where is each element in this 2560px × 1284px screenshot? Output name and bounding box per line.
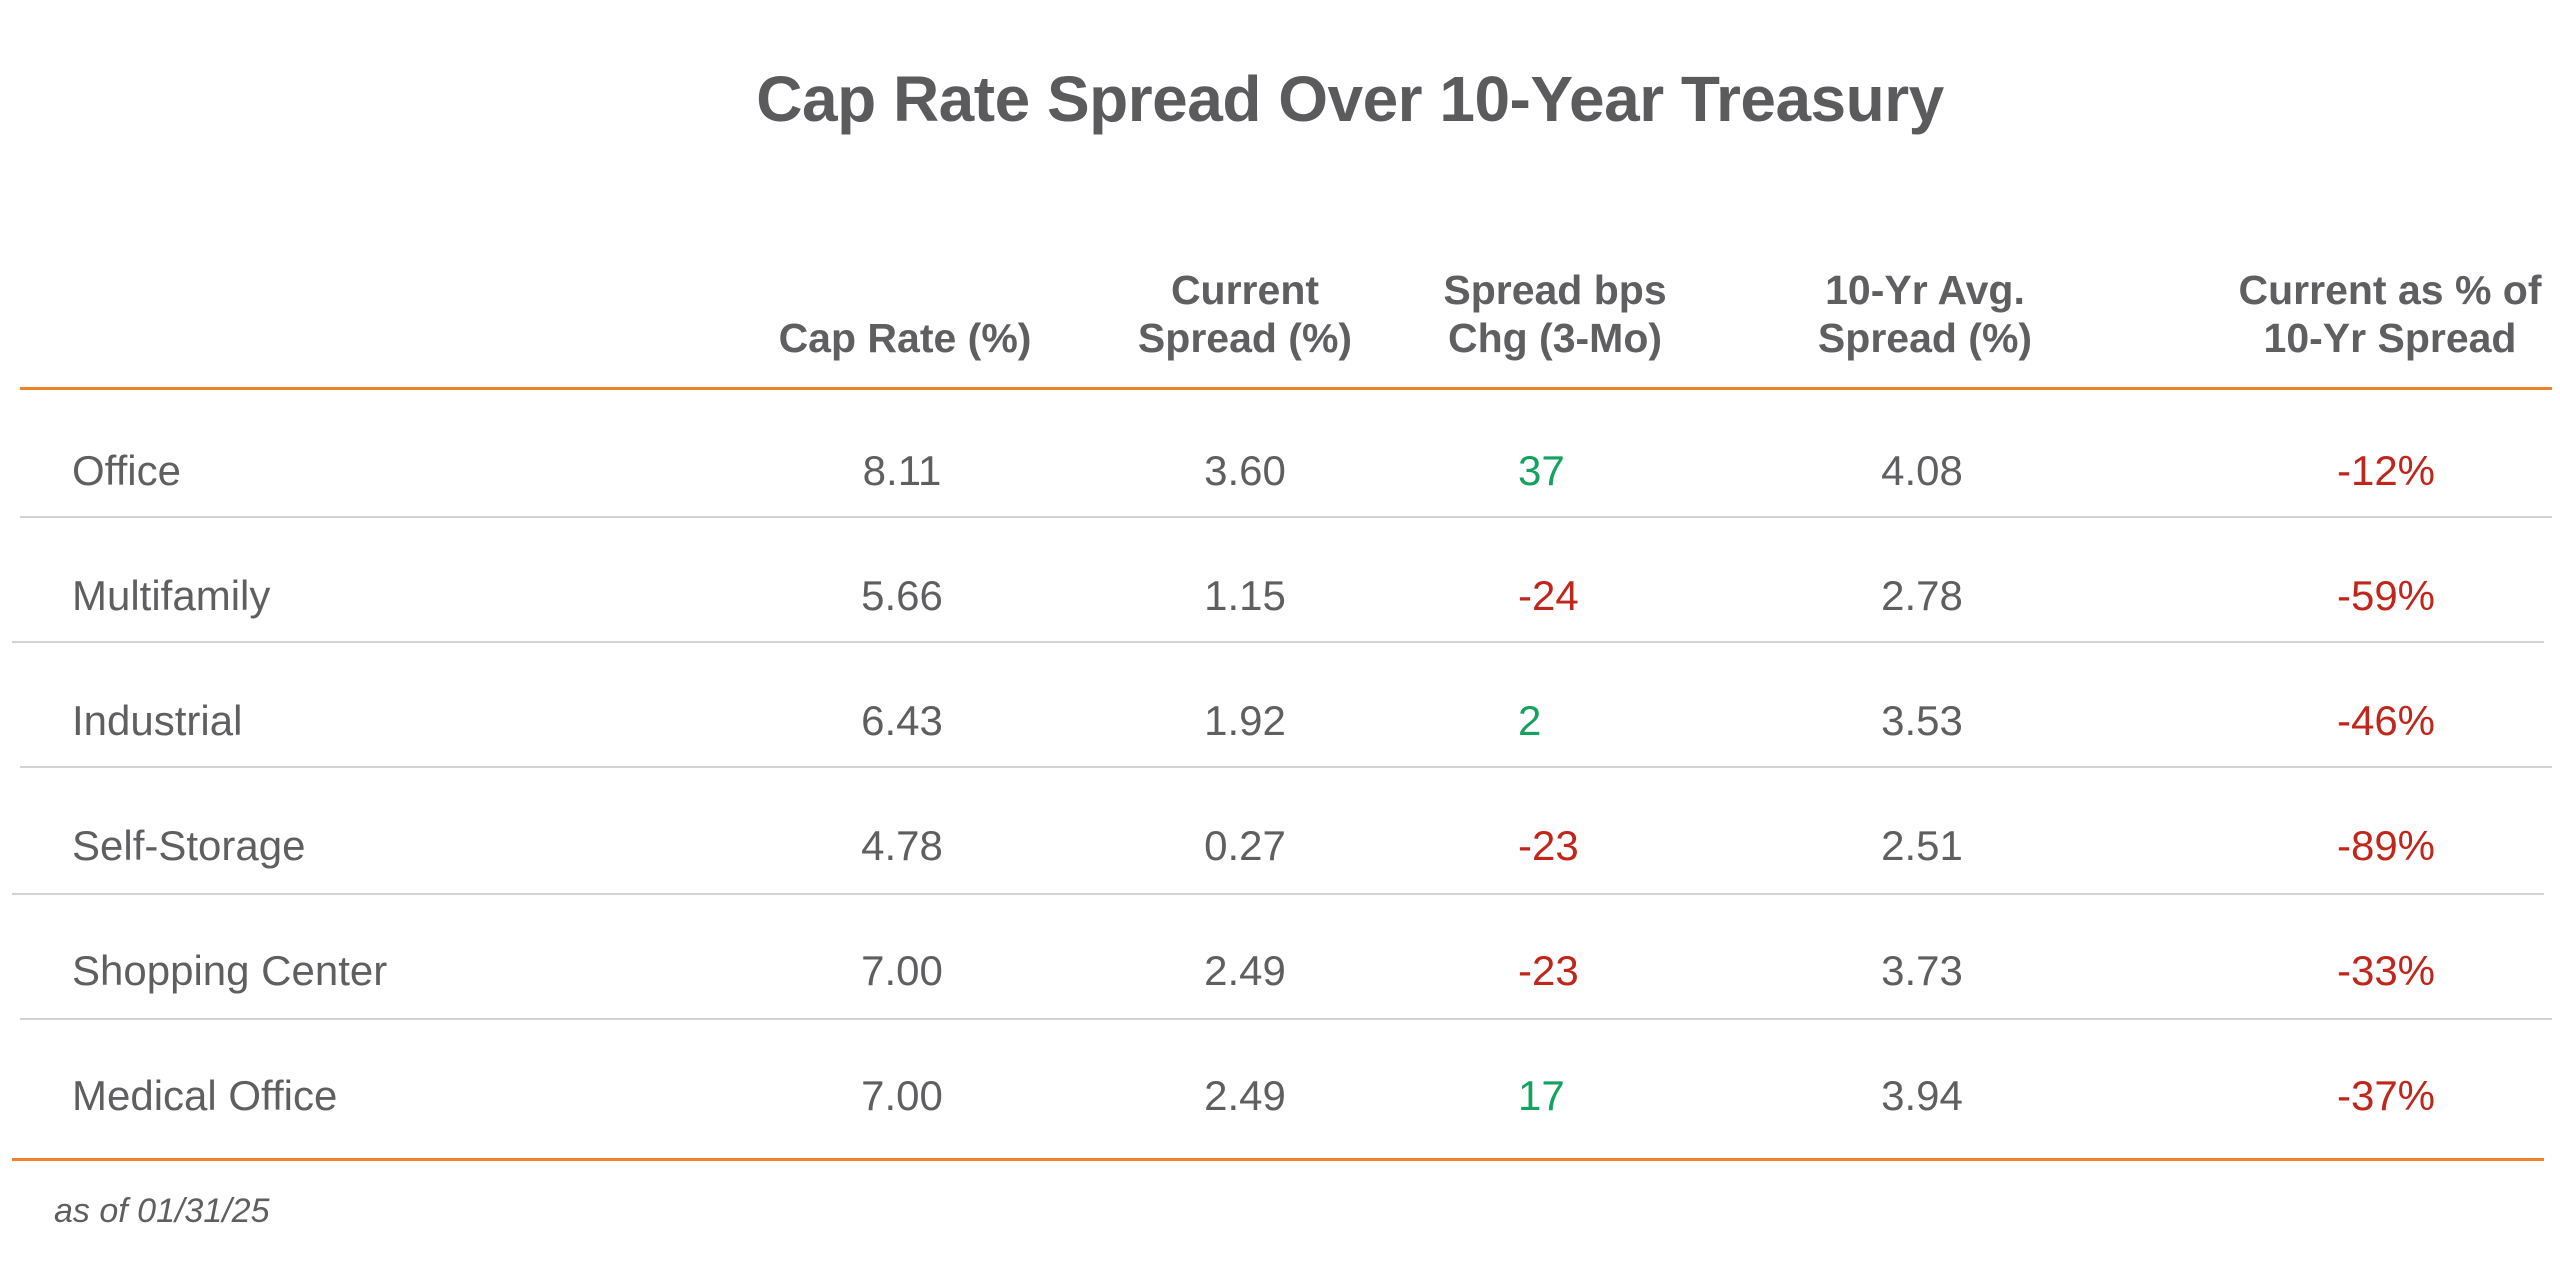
header-pct-of-avg-line2: 10-Yr Spread (2263, 315, 2517, 361)
cell-current-spread: 2.49 (1204, 947, 1286, 994)
row-divider (12, 641, 2544, 643)
cell-spread-chg: -23 (1518, 947, 1579, 994)
header-spread-chg-line2: Chg (3-Mo) (1447, 315, 1663, 361)
cell-cap-rate: 4.78 (861, 822, 943, 869)
cell-avg-spread: 3.94 (1881, 1072, 1963, 1119)
header-cap-rate-line1: Cap Rate (%) (778, 315, 1032, 361)
row-divider (20, 516, 2552, 518)
cell-pct-of-avg: -33% (2336, 947, 2436, 994)
cell-cap-rate: 5.66 (861, 572, 943, 619)
header-current-spread-line1: Current (1170, 267, 1320, 313)
cell-pct-of-avg: -89% (2336, 822, 2436, 869)
cell-avg-spread: 2.51 (1881, 822, 1963, 869)
cell-avg-spread: 4.08 (1881, 447, 1963, 494)
row-category: Self-Storage (72, 822, 306, 869)
header-spread-chg-line1: Spread bps (1443, 267, 1667, 313)
cell-current-spread: 1.15 (1204, 572, 1286, 619)
cell-current-spread: 3.60 (1204, 447, 1286, 494)
header-pct-of-avg-line1: Current as % of (2238, 267, 2542, 313)
cell-avg-spread: 3.73 (1881, 947, 1963, 994)
cell-cap-rate: 6.43 (861, 697, 943, 744)
header-current-spread: Current Spread (%) (1115, 266, 1375, 362)
row-category: Industrial (72, 697, 243, 744)
cell-pct-of-avg: -37% (2336, 1072, 2436, 1119)
cell-spread-chg: 17 (1518, 1072, 1565, 1119)
header-pct-of-avg: Current as % of 10-Yr Spread (2230, 266, 2550, 362)
cell-pct-of-avg: -46% (2336, 697, 2436, 744)
row-divider (20, 766, 2552, 768)
cell-current-spread: 0.27 (1204, 822, 1286, 869)
cell-current-spread: 2.49 (1204, 1072, 1286, 1119)
cell-pct-of-avg: -59% (2336, 572, 2436, 619)
header-current-spread-line2: Spread (%) (1137, 315, 1353, 361)
header-avg-spread-line1: 10-Yr Avg. (1825, 267, 2025, 313)
row-category: Medical Office (72, 1072, 338, 1119)
chart-title: Cap Rate Spread Over 10-Year Treasury (756, 63, 1944, 135)
row-category: Shopping Center (72, 947, 388, 994)
cell-spread-chg: 2 (1518, 697, 1542, 744)
cell-spread-chg: -23 (1518, 822, 1579, 869)
cell-avg-spread: 2.78 (1881, 572, 1963, 619)
cell-cap-rate: 7.00 (861, 1072, 943, 1119)
row-category: Office (72, 447, 181, 494)
cell-pct-of-avg: -12% (2336, 447, 2436, 494)
row-category: Multifamily (72, 572, 271, 619)
footnote: as of 01/31/25 (54, 1192, 270, 1230)
header-rule (20, 387, 2552, 390)
cell-current-spread: 1.92 (1204, 697, 1286, 744)
header-avg-spread: 10-Yr Avg. Spread (%) (1790, 266, 2060, 362)
row-divider (12, 893, 2544, 895)
bottom-rule (12, 1158, 2544, 1161)
header-avg-spread-line2: Spread (%) (1817, 315, 2033, 361)
header-cap-rate: Cap Rate (%) (760, 314, 1050, 362)
row-divider (20, 1018, 2552, 1020)
header-spread-chg: Spread bps Chg (3-Mo) (1420, 266, 1690, 362)
cell-cap-rate: 7.00 (861, 947, 943, 994)
cell-spread-chg: 37 (1518, 447, 1565, 494)
cell-cap-rate: 8.11 (862, 447, 942, 494)
cell-avg-spread: 3.53 (1881, 697, 1963, 744)
cell-spread-chg: -24 (1518, 572, 1579, 619)
